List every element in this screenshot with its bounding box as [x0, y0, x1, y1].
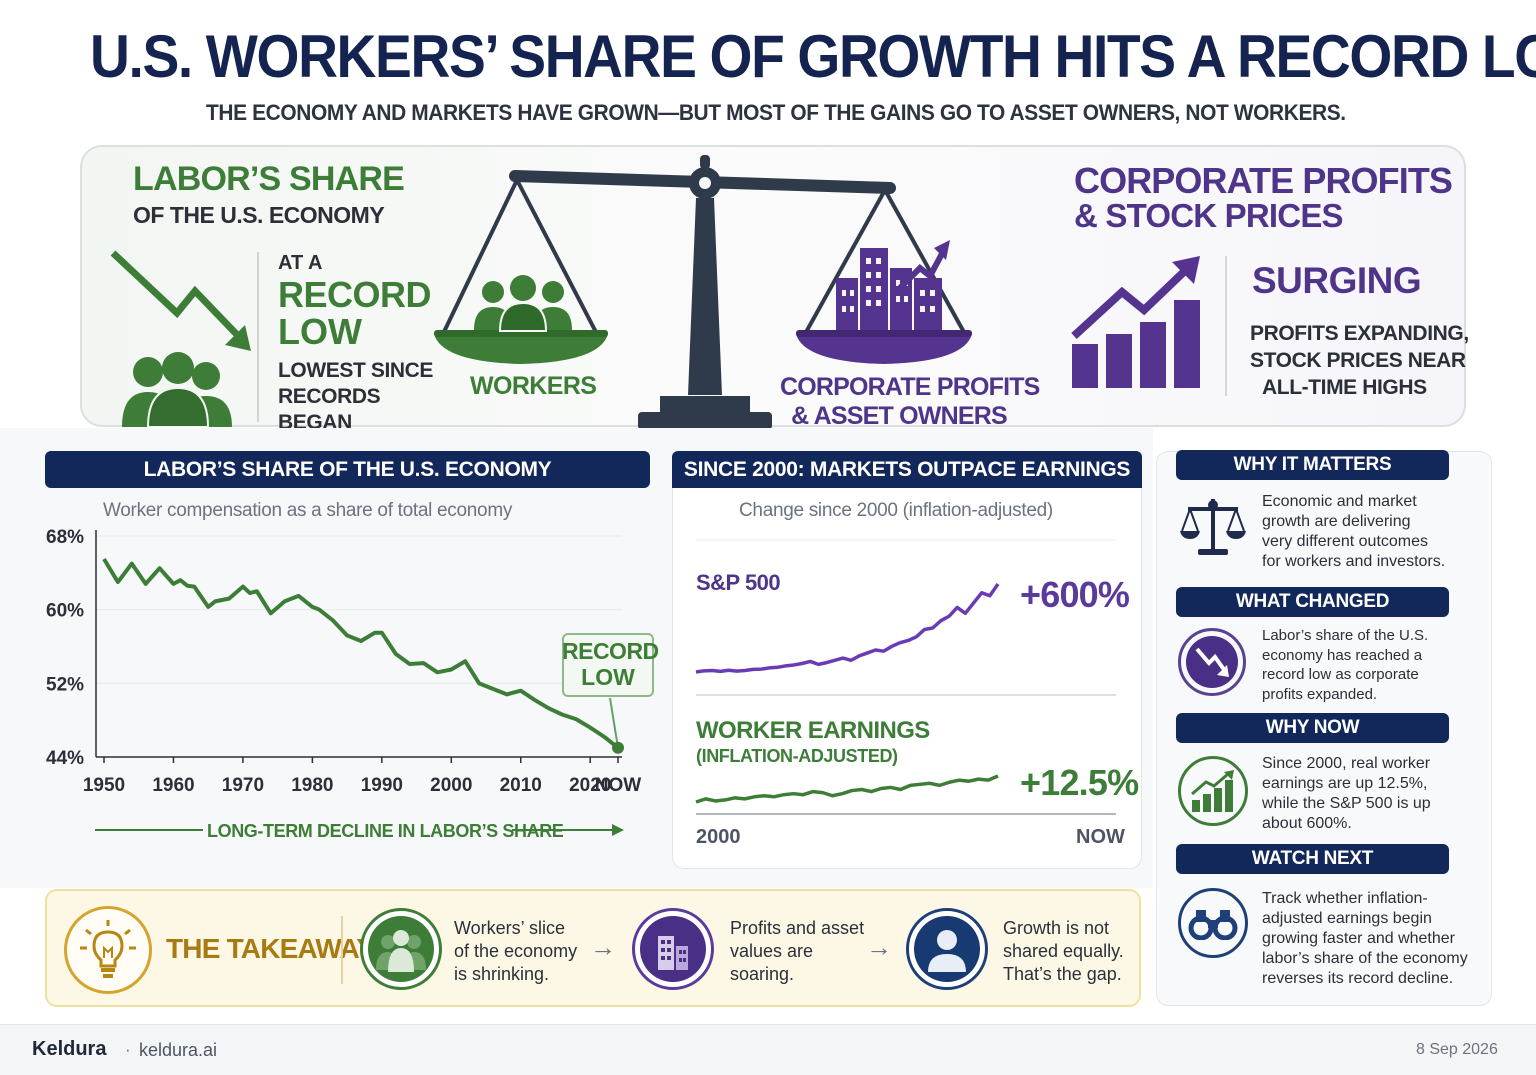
labor-x-tick-label: NOW: [595, 775, 642, 796]
labor-chart-caption: Worker compensation as a share of total …: [103, 500, 513, 521]
growth-bar-chart-icon: [1071, 256, 1200, 388]
surging-label: SURGING: [1252, 260, 1422, 301]
lowest-since-line1: LOWEST SINCE: [278, 359, 434, 382]
surging-line3: ALL-TIME HIGHS: [1262, 376, 1427, 399]
decline-arrowhead-icon: [612, 824, 624, 836]
what-changed-header: WHAT CHANGED: [1176, 587, 1449, 617]
corp-title-line1: CORPORATE PROFITS: [1074, 160, 1453, 201]
buildings-icon: [640, 916, 706, 982]
labor-x-tick-label: 2010: [500, 775, 542, 796]
person-icon: [914, 916, 980, 982]
takeaway-person-circle: [906, 908, 988, 990]
takeaway-arrow-2: →: [866, 932, 892, 962]
surging-line1: PROFITS EXPANDING,: [1250, 322, 1469, 345]
footer-date: 8 Sep 2026: [1416, 1041, 1498, 1058]
why-now-header: WHY NOW: [1176, 713, 1449, 743]
labor-x-tick-label: 1960: [152, 775, 194, 796]
workers-label: WORKERS: [470, 372, 597, 400]
takeaway-item2-text: Profits and asset values are soaring.: [730, 918, 865, 984]
low-label: LOW: [278, 311, 362, 352]
down-trend-icon: [1186, 636, 1238, 688]
corp-title-line2: & STOCK PRICES: [1074, 197, 1344, 234]
labor-x-tick-label: 1980: [291, 775, 333, 796]
takeaway-item3-text: Growth is not shared equally. That’s the…: [1003, 918, 1124, 984]
takeaway-workers-circle: [360, 908, 442, 990]
top-panel: [80, 145, 1466, 427]
sp500-value: +600%: [1020, 574, 1130, 615]
decline-arrow-icon: [110, 250, 251, 351]
worker-earnings-label: WORKER EARNINGS: [696, 717, 930, 744]
labor-x-tick-label: 1990: [361, 775, 403, 796]
labor-x-tick-label: 1950: [83, 775, 125, 796]
labor-x-tick-label: 2020: [569, 775, 611, 796]
labor-chart-header: LABOR’S SHARE OF THE U.S. ECONOMY: [45, 451, 650, 488]
corp-label-line2: & ASSET OWNERS: [791, 402, 1007, 430]
takeaway-item1-text: Workers’ slice of the economy is shrinki…: [454, 918, 578, 984]
markets-chart-header: SINCE 2000: MARKETS OUTPACE EARNINGS: [672, 451, 1142, 488]
binoculars-icon: [1188, 910, 1238, 940]
lightbulb-icon: [80, 920, 136, 978]
labor-x-tick-label: 1970: [222, 775, 264, 796]
record-label: RECORD: [278, 274, 432, 315]
takeaway-divider: [341, 916, 343, 984]
sp500-series-line: [695, 583, 1000, 674]
people-group-icon: [122, 352, 232, 427]
at-a-label: AT A: [278, 252, 323, 274]
rising-bars-icon: [1191, 770, 1234, 812]
footer-bar: [0, 1024, 1536, 1075]
footer-site-link[interactable]: keldura.ai: [139, 1040, 218, 1060]
takeaway-title: THE TAKEAWAY: [166, 933, 375, 964]
labor-y-tick-label: 52%: [46, 674, 84, 695]
page-subtitle: THE ECONOMY AND MARKETS HAVE GROWN—BUT M…: [206, 100, 1346, 125]
why-matters-text: Economic and market growth are deliverin…: [1262, 493, 1446, 570]
lowest-since-line2: RECORDS: [278, 385, 381, 408]
takeaway-arrow-1: →: [590, 932, 616, 962]
what-changed-text: Labor’s share of the U.S. economy has re…: [1262, 627, 1429, 703]
lightbulb-circle: [64, 906, 152, 994]
record-low-pointer: [609, 697, 619, 748]
balance-scale-icon: [434, 155, 972, 430]
binoculars-circle-icon: [1178, 888, 1248, 958]
record-low-callout-line2: LOW: [581, 664, 635, 690]
growth-circle-icon: [1178, 756, 1248, 826]
sp500-label: S&P 500: [696, 570, 781, 595]
record-low-callout-line1: RECORD: [562, 638, 659, 664]
decline-footer-label: LONG-TERM DECLINE IN LABOR’S SHARE: [207, 821, 564, 841]
watch-next-text: Track whether inflation- adjusted earnin…: [1262, 890, 1468, 987]
watch-next-header: WATCH NEXT: [1176, 844, 1449, 874]
labor-share-chart: 68% 60% 52% 44% 1950 1960 1970 1980 1990 2000 2010…: [46, 527, 642, 796]
labor-share-title: LABOR’S SHARE: [133, 160, 405, 198]
labor-y-tick-label: 68%: [46, 527, 84, 548]
decline-line-left: [95, 829, 203, 831]
record-low-point: [612, 741, 624, 754]
corp-label-line1: CORPORATE PROFITS: [780, 373, 1040, 401]
corp-divider: [1225, 256, 1227, 396]
labor-divider: [257, 252, 259, 422]
record-low-callout: [562, 633, 654, 697]
page-title: U.S. WORKERS’ SHARE OF GROWTH HITS A REC…: [90, 23, 1536, 90]
labor-share-subtitle: OF THE U.S. ECONOMY: [133, 202, 385, 228]
why-matters-header: WHY IT MATTERS: [1176, 450, 1449, 480]
worker-earnings-series-line: [695, 774, 999, 804]
worker-earnings-value: +12.5%: [1020, 762, 1139, 803]
labor-y-tick-label: 44%: [46, 748, 84, 769]
markets-chart-caption: Change since 2000 (inflation-adjusted): [739, 500, 1053, 521]
takeaway-buildings-circle: [632, 908, 714, 990]
worker-earnings-sublabel: (INFLATION-ADJUSTED): [696, 746, 898, 766]
labor-share-series-line: [102, 557, 620, 750]
decline-circle-icon: [1178, 628, 1246, 696]
footer-separator: ·: [125, 1040, 131, 1059]
footer-brand: Keldura: [32, 1038, 107, 1060]
workers-group-icon: [368, 916, 434, 982]
labor-x-tick-label: 2000: [430, 775, 472, 796]
labor-y-tick-label: 60%: [46, 601, 84, 622]
decline-line-right: [512, 829, 616, 831]
markets-x-end: NOW: [1076, 826, 1125, 848]
surging-line2: STOCK PRICES NEAR: [1250, 349, 1466, 372]
balance-scale-small-icon: [1180, 499, 1246, 555]
markets-x-start: 2000: [696, 826, 741, 848]
why-now-text: Since 2000, real worker earnings are up …: [1262, 755, 1431, 832]
markets-chart: [695, 539, 1116, 815]
